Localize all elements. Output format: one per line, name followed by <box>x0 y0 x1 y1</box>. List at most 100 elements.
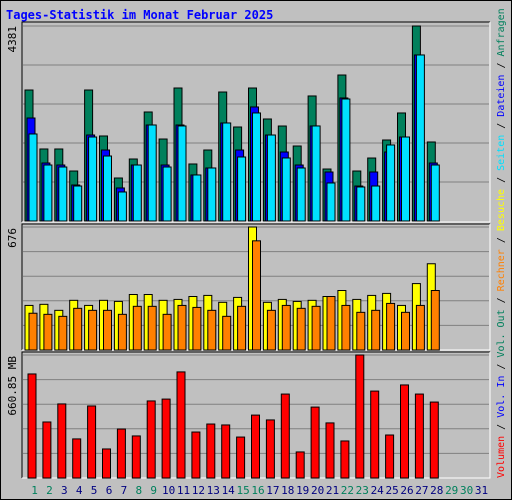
panel-border <box>21 223 490 350</box>
bar <box>310 406 320 479</box>
bar <box>177 125 187 222</box>
bar <box>370 390 380 479</box>
bar <box>57 403 67 479</box>
panel-border <box>22 22 491 223</box>
legend-entry: Rechner <box>496 249 507 291</box>
bar <box>296 307 306 351</box>
legend-separator: / <box>496 418 507 436</box>
bar <box>103 155 112 222</box>
bar <box>192 306 202 351</box>
bar <box>43 164 53 222</box>
bar <box>43 313 53 351</box>
legend-entry: Seiten <box>496 135 507 171</box>
bar <box>340 440 350 479</box>
legend-entry: Vol. Out <box>496 309 507 357</box>
x-tick-label: 11 <box>177 484 190 497</box>
x-tick-label: 30 <box>460 484 473 497</box>
bar <box>207 309 217 351</box>
y-tick-label: 660.85 MB <box>6 356 19 416</box>
legend-separator: / <box>496 231 507 249</box>
bar <box>415 54 425 222</box>
x-tick-label: 3 <box>61 484 68 497</box>
x-tick-label: 6 <box>106 484 113 497</box>
legend-entry: Anfragen <box>496 8 507 56</box>
bar <box>222 315 232 351</box>
bar <box>191 431 201 479</box>
bar <box>429 401 439 479</box>
x-tick-label: 31 <box>475 484 488 497</box>
bar <box>28 133 38 222</box>
bar <box>401 311 410 351</box>
bar <box>236 436 246 479</box>
bar <box>73 185 83 222</box>
bar <box>237 305 247 351</box>
legend-separator: / <box>496 171 507 189</box>
bar <box>177 304 187 351</box>
x-tick-label: 14 <box>222 484 236 497</box>
legend-separator: / <box>496 358 507 376</box>
bar <box>207 167 217 222</box>
x-tick-label: 10 <box>162 484 175 497</box>
x-tick-label: 24 <box>371 484 385 497</box>
x-tick-label: 16 <box>251 484 264 497</box>
bar <box>280 393 290 479</box>
bar <box>296 167 306 222</box>
bar <box>162 166 172 222</box>
bar <box>325 422 335 479</box>
x-tick-label: 28 <box>430 484 443 497</box>
x-tick-label: 2 <box>46 484 53 497</box>
bar <box>162 313 172 351</box>
bar <box>311 125 321 222</box>
x-tick-label: 27 <box>415 484 428 497</box>
bar <box>326 296 336 351</box>
bar <box>385 434 395 479</box>
x-tick-label: 4 <box>76 484 83 497</box>
bar <box>176 371 186 479</box>
bar <box>58 315 68 351</box>
legend-entry: Dateien <box>496 75 507 117</box>
bar <box>430 164 440 222</box>
bar <box>87 405 97 479</box>
bar <box>206 423 216 479</box>
x-tick-label: 8 <box>135 484 142 497</box>
bar <box>117 191 127 222</box>
bar <box>222 122 232 222</box>
bar <box>58 166 68 222</box>
bar <box>414 393 424 479</box>
x-tick-label: 5 <box>91 484 98 497</box>
x-tick-label: 21 <box>326 484 339 497</box>
bar <box>341 98 351 222</box>
bar <box>371 185 381 222</box>
x-tick-label: 7 <box>121 484 128 497</box>
bar <box>132 305 142 351</box>
bar <box>146 400 156 479</box>
bar <box>252 112 261 222</box>
panel-border <box>21 351 490 478</box>
x-tick-label: 19 <box>296 484 309 497</box>
legend-separator: / <box>496 291 507 309</box>
bar <box>192 174 202 222</box>
bar <box>88 309 98 351</box>
bar <box>72 438 82 479</box>
bar <box>73 307 83 351</box>
bar <box>371 309 381 351</box>
legend: Volumen / Vol. In / Vol. Out / Rechner /… <box>496 8 507 478</box>
bar <box>103 309 112 351</box>
y-tick-label: 676 <box>6 228 19 248</box>
legend-entry: Volumen <box>496 436 507 478</box>
bar <box>355 354 365 479</box>
y-tick-label: 4381 <box>6 26 19 53</box>
x-tick-label: 1 <box>31 484 38 497</box>
x-tick-label: 25 <box>385 484 398 497</box>
bar <box>356 311 366 351</box>
bar <box>27 373 37 479</box>
x-tick-label: 17 <box>266 484 279 497</box>
x-tick-label: 29 <box>445 484 458 497</box>
bar <box>266 309 276 351</box>
bar <box>386 302 396 351</box>
bar <box>311 305 321 351</box>
bar <box>252 240 261 351</box>
legend-separator: / <box>496 56 507 74</box>
